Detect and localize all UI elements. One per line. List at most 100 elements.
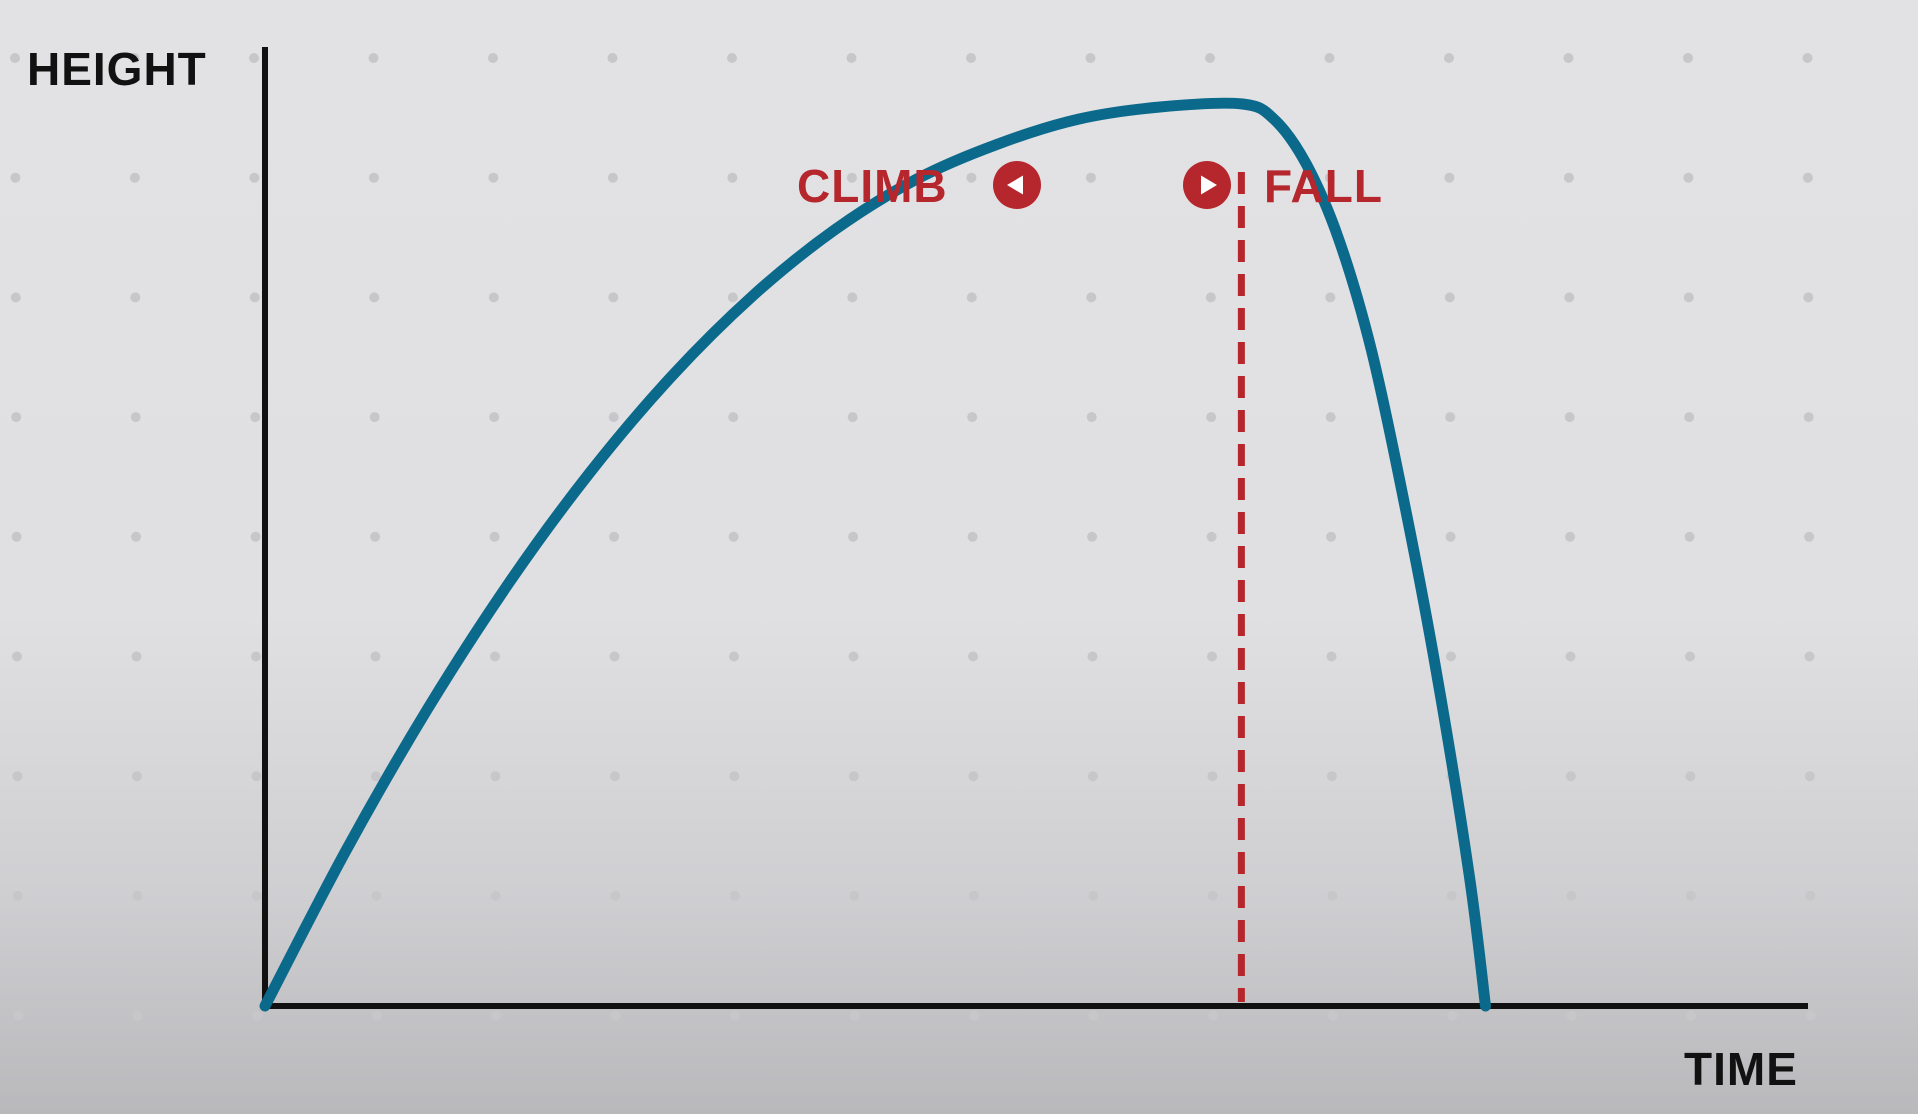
grid-dot <box>966 172 977 183</box>
grid-dot <box>1563 172 1574 183</box>
grid-dot <box>132 1010 143 1021</box>
grid-dot <box>489 531 500 542</box>
grid-dot <box>967 412 978 423</box>
grid-dot <box>1446 651 1456 662</box>
grid-dot <box>1327 1010 1338 1021</box>
grid-dot <box>1444 172 1455 183</box>
grid-dot <box>489 412 500 423</box>
grid-dot <box>1685 890 1696 901</box>
grid-dot <box>1087 531 1098 542</box>
grid-dot <box>1565 651 1576 662</box>
grid-dot <box>729 890 740 901</box>
grid-dot <box>1088 890 1099 901</box>
grid-dot <box>1685 651 1695 662</box>
grid-dot <box>1445 531 1456 542</box>
grid-dot <box>368 172 379 183</box>
dot-grid <box>10 53 1816 1021</box>
grid-dot <box>370 771 381 782</box>
grid-dot <box>371 890 382 901</box>
grid-dot <box>1564 292 1575 303</box>
grid-dot <box>1685 771 1696 782</box>
grid-dot <box>1326 531 1337 542</box>
grid-dot <box>1088 1010 1099 1021</box>
grid-dot <box>1326 651 1337 662</box>
grid-dot <box>1207 771 1218 782</box>
grid-dot <box>966 292 977 303</box>
grid-dot <box>129 172 140 183</box>
grid-dot <box>727 292 738 303</box>
climb-label: CLIMB <box>797 160 948 212</box>
height-curve <box>259 97 1491 1012</box>
grid-dot <box>490 651 500 662</box>
grid-dot <box>847 412 858 423</box>
grid-dot <box>728 531 739 542</box>
grid-dot <box>1445 412 1456 423</box>
grid-dot <box>129 53 140 63</box>
grid-dot <box>846 172 857 183</box>
grid-dot <box>1686 1010 1697 1021</box>
grid-dot <box>1207 890 1218 901</box>
grid-dot <box>849 890 860 901</box>
grid-dot <box>370 531 381 542</box>
grid-dot <box>369 292 380 303</box>
grid-dot <box>968 651 978 662</box>
grid-dot <box>1086 412 1097 423</box>
grid-dot <box>1324 53 1335 63</box>
grid-dot <box>609 531 620 542</box>
grid-dot <box>1564 412 1575 423</box>
grid-dot <box>12 771 23 782</box>
grid-dot <box>968 771 979 782</box>
grid-dot <box>369 412 380 423</box>
grid-dot <box>847 292 858 303</box>
grid-dot <box>610 1010 621 1021</box>
grid-dot <box>1802 172 1813 183</box>
fall-label: FALL <box>1264 160 1383 212</box>
grid-dot <box>846 53 857 63</box>
grid-dot <box>607 172 618 183</box>
grid-dot <box>729 771 740 782</box>
grid-dot <box>10 53 20 63</box>
grid-dot <box>488 172 499 183</box>
grid-dot <box>490 771 501 782</box>
grid-dot <box>491 1010 502 1021</box>
grid-dot <box>249 292 260 303</box>
grid-dot <box>848 651 859 662</box>
grid-dot <box>370 651 381 662</box>
grid-dot <box>1802 53 1813 63</box>
grid-dot <box>1565 771 1576 782</box>
grid-dot <box>1805 890 1816 901</box>
grid-dot <box>251 651 261 662</box>
grid-dot <box>728 412 739 423</box>
grid-dot <box>1325 292 1336 303</box>
grid-dot <box>1327 890 1338 901</box>
grid-dot <box>10 172 21 183</box>
grid-dot <box>1566 890 1577 901</box>
grid-dot <box>1087 651 1098 662</box>
grid-dot <box>1207 651 1217 662</box>
grid-dot <box>609 771 620 782</box>
grid-dot <box>251 890 262 901</box>
grid-dot <box>1684 531 1695 542</box>
grid-dot <box>130 292 141 303</box>
grid-dot <box>368 53 379 63</box>
grid-dot <box>1804 531 1815 542</box>
grid-dot <box>250 531 261 542</box>
grid-dot <box>249 172 260 183</box>
grid-dot <box>1805 1010 1816 1021</box>
grid-dot <box>730 1010 741 1021</box>
grid-dot <box>1324 172 1335 183</box>
grid-dot <box>249 53 259 63</box>
grid-dot <box>132 890 143 901</box>
grid-dot <box>1803 412 1814 423</box>
grid-dot <box>1683 292 1694 303</box>
grid-dot <box>968 890 979 901</box>
grid-dot <box>1206 531 1217 542</box>
grid-dot <box>250 412 261 423</box>
y-axis-label: HEIGHT <box>27 43 207 95</box>
grid-dot <box>1087 771 1098 782</box>
grid-dot <box>130 412 141 423</box>
grid-dot <box>969 1010 980 1021</box>
grid-dot <box>488 292 499 303</box>
grid-dot <box>1444 53 1454 63</box>
